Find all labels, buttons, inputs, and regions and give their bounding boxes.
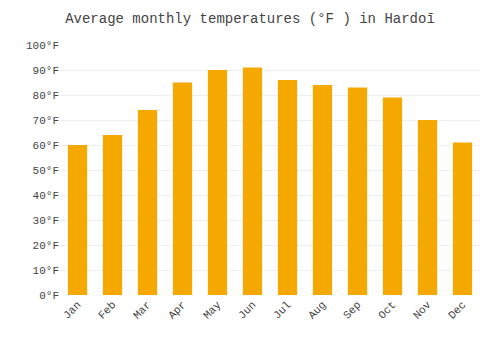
svg-text:20°F: 20°F bbox=[33, 240, 59, 252]
svg-text:Dec: Dec bbox=[446, 299, 468, 321]
svg-text:Feb: Feb bbox=[96, 299, 118, 321]
svg-text:Jun: Jun bbox=[236, 299, 258, 321]
svg-text:Jul: Jul bbox=[271, 299, 293, 321]
svg-text:70°F: 70°F bbox=[33, 115, 59, 127]
svg-text:40°F: 40°F bbox=[33, 190, 59, 202]
svg-text:60°F: 60°F bbox=[33, 140, 59, 152]
svg-text:100°F: 100°F bbox=[26, 40, 59, 52]
svg-text:Mar: Mar bbox=[131, 299, 153, 321]
svg-text:Apr: Apr bbox=[166, 299, 188, 321]
svg-text:Oct: Oct bbox=[376, 299, 398, 321]
svg-text:0°F: 0°F bbox=[39, 290, 59, 302]
svg-text:Nov: Nov bbox=[411, 299, 434, 322]
svg-text:Aug: Aug bbox=[306, 299, 328, 321]
svg-text:Sep: Sep bbox=[341, 299, 363, 321]
svg-text:90°F: 90°F bbox=[33, 65, 59, 77]
svg-text:Average monthly temperatures (: Average monthly temperatures (°F ) in Ha… bbox=[65, 11, 435, 27]
svg-text:10°F: 10°F bbox=[33, 265, 59, 277]
svg-text:Jan: Jan bbox=[61, 299, 83, 321]
svg-text:30°F: 30°F bbox=[33, 215, 59, 227]
svg-text:50°F: 50°F bbox=[33, 165, 59, 177]
svg-text:80°F: 80°F bbox=[33, 90, 59, 102]
svg-text:May: May bbox=[201, 299, 224, 322]
